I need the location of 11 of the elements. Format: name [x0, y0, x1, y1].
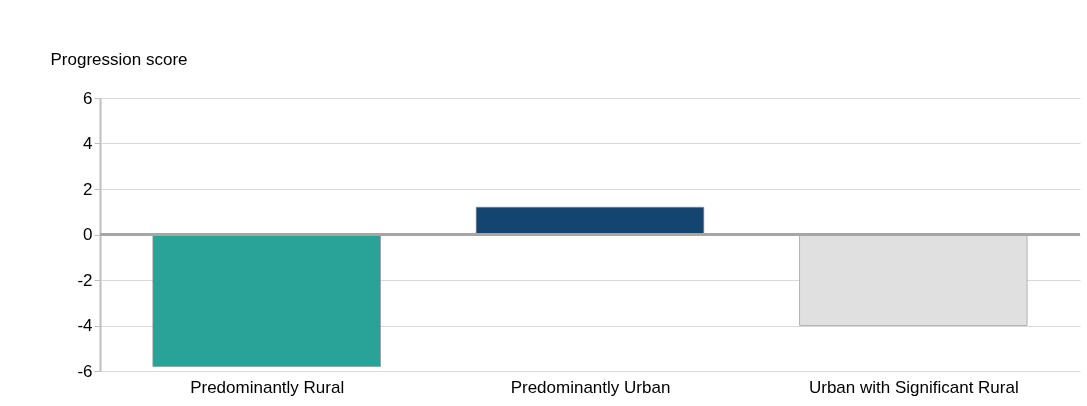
y-tick-label: -6 — [77, 361, 93, 381]
x-tick-label: Predominantly Rural — [190, 377, 345, 397]
x-tick-label: Urban with Significant Rural — [808, 377, 1019, 397]
x-tick-label: Predominantly Urban — [510, 377, 671, 397]
y-tick-label: 6 — [83, 88, 93, 108]
y-tick-label: 0 — [83, 225, 93, 244]
y-tick-label: -4 — [77, 316, 93, 335]
y-tick-label: 2 — [83, 179, 93, 199]
y-tick-label: -2 — [77, 270, 93, 290]
y-tick-label: 4 — [83, 134, 93, 153]
y-axis-title: Progression score — [50, 49, 188, 69]
